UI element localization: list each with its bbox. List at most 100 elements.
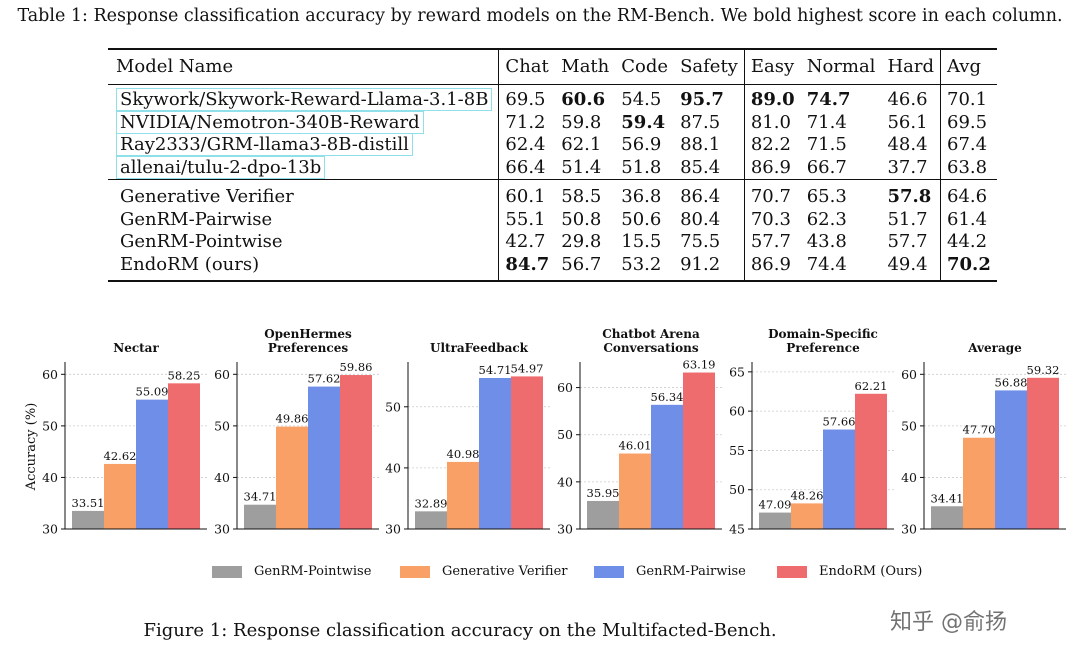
data-label: 49.86	[276, 412, 309, 426]
score-cell: 75.5	[680, 231, 721, 253]
col-header-easy: Easy	[743, 49, 801, 85]
score-cell: 58.5	[555, 179, 616, 209]
y-tick-label: 65	[729, 364, 745, 379]
legend-item-genrm-pointwise: GenRM-Pointwise	[212, 564, 371, 579]
figure-caption: Figure 1: Response classification accura…	[143, 620, 777, 641]
score-cell: 57.7	[743, 231, 801, 254]
score-cell: 54.5	[621, 89, 662, 111]
model-name: NVIDIA/Nemotron-340B-Reward	[116, 110, 424, 134]
chart-title: Nectar	[113, 341, 159, 355]
table-row: Generative Verifier 60.1 58.5 36.8 86.4 70.7 6…	[108, 179, 997, 209]
bar-charts-figure: Nectar 30 40 50 60 33.51 42.62 55.09 58.25 Accura…	[24, 327, 1066, 537]
model-name: EndoRM (ours)	[120, 253, 260, 275]
chart-title-line: Preference	[786, 341, 860, 355]
score-cell: 59.8	[561, 111, 602, 133]
score-cell: 67.4	[939, 134, 997, 157]
table-row: Skywork/Skywork-Reward-Llama-3.1-8B 69.5 6…	[108, 84, 997, 112]
score-cell: 84.7	[498, 253, 556, 282]
bar-genrm-pointwise	[931, 506, 963, 529]
y-tick-label: 30	[214, 522, 230, 537]
score-cell: 57.8	[881, 179, 941, 209]
score-cell: 71.2	[498, 111, 556, 134]
chart-panel-domain-specific-preference: Domain-Specific Preference 45 50 55 60 65 47.09…	[729, 327, 894, 537]
col-header-code: Code	[621, 56, 669, 77]
score-cell: 59.4	[621, 111, 666, 133]
y-tick-label: 50	[385, 399, 401, 414]
bar-genrm-pairwise	[995, 390, 1027, 529]
chart-title-line: UltraFeedback	[430, 341, 529, 355]
col-header-chat: Chat	[498, 49, 556, 85]
score-cell: 66.7	[806, 156, 847, 178]
score-cell: 56.7	[555, 253, 616, 282]
data-label: 35.95	[587, 486, 620, 500]
data-label: 42.62	[104, 449, 137, 463]
bar-endorm-ours	[340, 375, 372, 529]
data-label: 32.89	[415, 496, 448, 510]
score-cell: 86.9	[743, 156, 801, 180]
data-label: 54.71	[479, 363, 512, 377]
y-tick-label: 30	[557, 522, 573, 537]
model-name: Ray2333/GRM-llama3-8B-distill	[116, 133, 413, 157]
results-table: Model Name Chat Math Code Safety Easy No…	[108, 48, 997, 282]
score-cell: 69.5	[498, 84, 556, 112]
y-tick-label: 60	[214, 367, 230, 382]
score-cell: 71.5	[806, 134, 847, 156]
legend-item-generative-verifier: Generative Verifier	[400, 564, 568, 579]
score-cell: 50.6	[621, 208, 662, 230]
model-name: allenai/tulu-2-dpo-13b	[116, 155, 326, 179]
score-cell: 71.4	[806, 111, 847, 133]
col-header-normal: Normal	[806, 56, 876, 77]
y-tick-label: 60	[901, 367, 917, 382]
y-tick-label: 50	[214, 418, 230, 433]
score-cell: 70.7	[743, 179, 801, 209]
table-row: Ray2333/GRM-llama3-8B-distill 62.4 62.1 56.…	[108, 133, 997, 157]
chart-legend: GenRM-Pointwise Generative Verifier GenR…	[0, 564, 1080, 588]
score-cell: 51.8	[621, 156, 662, 178]
bar-endorm-ours	[1027, 377, 1059, 529]
score-cell: 42.7	[498, 231, 556, 254]
score-cell: 63.8	[939, 156, 997, 180]
data-label: 62.21	[855, 379, 888, 393]
data-label: 57.62	[308, 372, 341, 386]
data-label: 33.51	[72, 496, 105, 510]
table-row: GenRM-Pointwise 42.7 29.8 15.5 75.5 57.7 43.8 5…	[108, 231, 997, 254]
model-name-cell: Skywork/Skywork-Reward-Llama-3.1-8B	[108, 85, 499, 112]
score-cell: 88.1	[680, 134, 721, 156]
score-cell: 61.4	[939, 208, 997, 231]
bar-generative-verifier	[276, 426, 308, 529]
chart-title: Average	[967, 341, 1022, 355]
y-tick-label: 50	[42, 418, 58, 433]
model-name-cell: NVIDIA/Nemotron-340B-Reward	[108, 110, 499, 135]
score-cell: 46.6	[887, 89, 928, 111]
score-cell: 70.2	[939, 253, 997, 282]
score-cell: 82.2	[743, 134, 801, 157]
score-cell: 49.4	[881, 253, 941, 282]
score-cell: 86.4	[674, 179, 745, 209]
chart-title-line: Chatbot Arena	[602, 327, 700, 341]
table-row: GenRM-Pairwise 55.1 50.8 50.6 80.4 70.3 62.3 51…	[108, 208, 997, 232]
table-caption: Table 1: Response classification accurac…	[17, 6, 1063, 26]
score-cell: 56.1	[887, 111, 928, 133]
data-label: 34.71	[244, 490, 277, 504]
legend-label: Generative Verifier	[442, 564, 568, 579]
model-name-cell: GenRM-Pairwise	[108, 209, 499, 232]
score-cell: 66.4	[498, 156, 556, 180]
score-cell: 62.4	[498, 134, 556, 157]
score-cell: 60.1	[498, 179, 556, 209]
col-header-hard: Hard	[887, 56, 934, 77]
data-label: 59.86	[340, 360, 373, 374]
bar-genrm-pairwise	[651, 404, 683, 529]
y-tick-label: 30	[901, 522, 917, 537]
bar-generative-verifier	[619, 453, 651, 529]
score-cell: 51.7	[887, 208, 928, 230]
chart-title-line: Nectar	[113, 341, 159, 355]
chart-title: OpenHermes Preferences	[264, 327, 352, 355]
data-label: 56.34	[651, 390, 684, 404]
data-label: 56.88	[995, 375, 1028, 389]
score-cell: 89.0	[743, 84, 801, 112]
col-header-math: Math	[561, 56, 610, 77]
data-label: 40.98	[447, 447, 480, 461]
model-name-cell: EndoRM (ours)	[108, 253, 499, 282]
data-label: 46.01	[619, 439, 652, 453]
bar-endorm-ours	[511, 376, 543, 529]
